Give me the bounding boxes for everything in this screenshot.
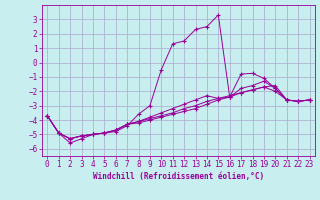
X-axis label: Windchill (Refroidissement éolien,°C): Windchill (Refroidissement éolien,°C) bbox=[93, 172, 264, 181]
